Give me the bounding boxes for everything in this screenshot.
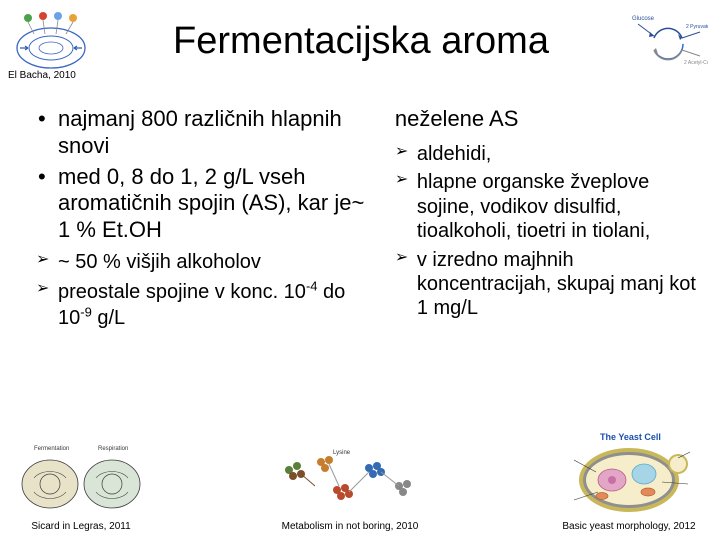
bottom-left-diagram: Fermentation Respiration [16,440,146,516]
list-item: ~ 50 % višjih alkoholov [36,250,369,274]
citation-el-bacha: El Bacha, 2010 [8,70,76,81]
svg-text:2 Pyruvate: 2 Pyruvate [686,24,708,30]
list-item: hlapne organske žveplove sojine, vodikov… [395,170,696,243]
yeast-cell-title: The Yeast Cell [600,432,661,442]
bottom-right-diagram: The Yeast Cell [554,430,704,516]
footer-item-right: The Yeast Cell Basic yeast morphology, 2… [554,430,704,532]
bottom-mid-diagram: Lysine [275,446,425,516]
list-item: med 0, 8 do 1, 2 g/L vseh aromatičnih sp… [36,164,369,244]
right-arrow-list: aldehidi, hlapne organske žveplove sojin… [395,142,696,321]
svg-text:Fermentation: Fermentation [34,446,69,452]
list-item: aldehidi, [395,142,696,166]
right-column: neželene AS aldehidi, hlapne organske žv… [395,106,696,335]
svg-text:Lysine: Lysine [333,450,351,456]
footer-item-left: Fermentation Respiration Sicard in Legra… [16,440,146,532]
svg-text:Respiration: Respiration [98,446,128,452]
citation-metabolism: Metabolism in not boring, 2010 [282,521,419,532]
svg-text:Glucose: Glucose [632,16,655,22]
svg-text:2 Acetyl-CoA: 2 Acetyl-CoA [684,60,708,66]
citation-sicard: Sicard in Legras, 2011 [31,521,130,532]
list-item: najmanj 800 različnih hlapnih snovi [36,106,369,160]
left-column: najmanj 800 različnih hlapnih snovi med … [36,106,369,335]
footer-item-mid: Lysine Metabolism in not boring, 2010 [275,446,425,532]
citation-yeast: Basic yeast morphology, 2012 [562,521,695,532]
list-item: v izredno majhnih koncentracijah, skupaj… [395,248,696,321]
top-left-diagram [8,8,94,74]
top-right-diagram: Glucose 2 Pyruvate 2 Acetyl-CoA [618,10,708,72]
list-item: preostale spojine v konc. 10-4 do 10-9 g… [36,279,369,331]
left-bullet-list: najmanj 800 različnih hlapnih snovi med … [36,106,369,244]
left-arrow-list: ~ 50 % višjih alkoholov preostale spojin… [36,250,369,330]
page-title: Fermentacijska aroma [102,20,610,63]
right-heading: neželene AS [395,106,696,132]
